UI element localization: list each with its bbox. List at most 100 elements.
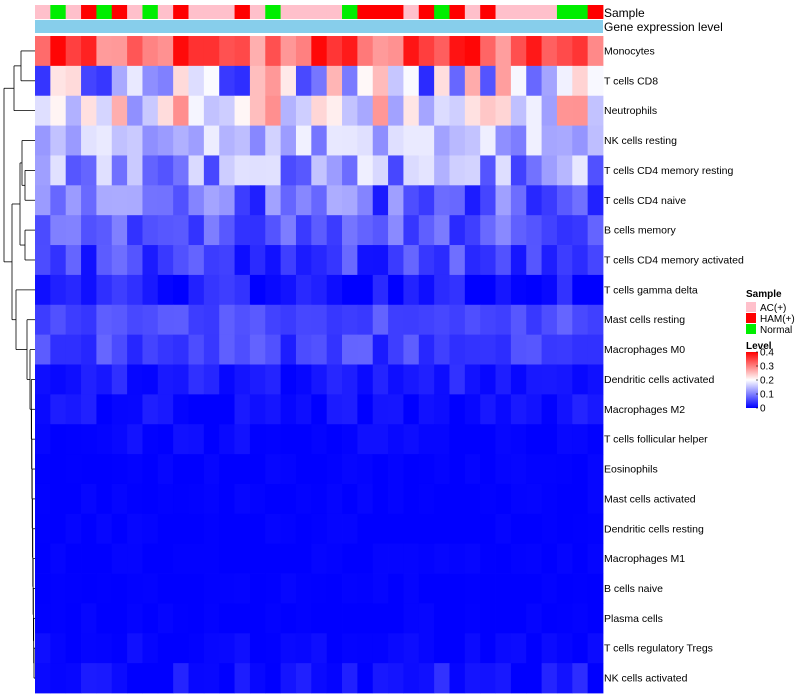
heatmap-cell (188, 663, 205, 694)
heatmap-cell (265, 364, 282, 395)
heatmap-cell (311, 185, 328, 216)
heatmap-cell (219, 125, 235, 156)
heatmap-cell (173, 394, 189, 425)
sample-annotation-cell (526, 5, 542, 19)
heatmap-cell (96, 304, 113, 336)
heatmap-cell (142, 573, 159, 604)
heatmap-cell (234, 274, 251, 306)
heatmap-cell (388, 513, 404, 545)
heatmap-cell (157, 334, 174, 365)
gene-annotation-label: Gene expression level (604, 20, 723, 34)
heatmap-cell (495, 543, 512, 574)
heatmap-cell (203, 573, 220, 604)
heatmap-cell (449, 125, 466, 156)
sample-annotation-cell (249, 5, 266, 19)
heatmap-cell (81, 215, 97, 246)
heatmap-cells (35, 36, 604, 694)
heatmap-cell (127, 245, 143, 276)
heatmap-cell (234, 245, 251, 276)
heatmap-cell (480, 483, 496, 515)
heatmap-cell (81, 334, 97, 365)
heatmap-cell (403, 543, 420, 574)
heatmap-cell (418, 364, 435, 395)
heatmap-cell (50, 334, 67, 365)
heatmap-cell (572, 245, 589, 276)
heatmap-cell (142, 334, 159, 365)
heatmap-cell (464, 543, 481, 574)
heatmap-cell (81, 454, 97, 485)
heatmap-cell (434, 573, 450, 604)
heatmap-cell (510, 513, 527, 545)
heatmap-cell (418, 36, 435, 67)
heatmap-cell (280, 65, 297, 97)
heatmap-cell (342, 663, 358, 694)
heatmap-cell (357, 65, 374, 97)
heatmap-cell (342, 155, 358, 186)
heatmap-cell (280, 543, 297, 574)
heatmap-cell (280, 483, 297, 515)
sample-annotation-cell (388, 5, 404, 19)
heatmap-cell (65, 95, 82, 126)
row-label: T cells regulatory Tregs (604, 643, 713, 655)
heatmap-cell (480, 334, 496, 365)
heatmap-cell (495, 573, 512, 604)
heatmap-cell (280, 155, 297, 186)
heatmap-cell (295, 274, 312, 306)
heatmap-cell (403, 513, 420, 545)
heatmap-cell (464, 633, 481, 664)
heatmap-cell (127, 633, 143, 664)
heatmap-cell (295, 155, 312, 186)
heatmap-cell (357, 125, 374, 156)
heatmap-cell (96, 633, 113, 664)
heatmap-cell (403, 633, 420, 664)
heatmap-cell (388, 185, 404, 216)
heatmap-cell (203, 125, 220, 156)
heatmap-cell (280, 573, 297, 604)
heatmap-cell (265, 663, 282, 694)
heatmap-cell (65, 454, 82, 485)
legend-level-tick-label: 0.4 (760, 348, 774, 359)
heatmap-cell (111, 663, 128, 694)
sample-annotation-cell (357, 5, 374, 19)
heatmap-cell (265, 245, 282, 276)
heatmap-cell (157, 215, 174, 246)
heatmap-cell (480, 36, 496, 67)
sample-annotation-cell (35, 5, 51, 19)
heatmap-cell (326, 155, 343, 186)
heatmap-cell (295, 454, 312, 485)
heatmap-cell (111, 573, 128, 604)
heatmap-cell (280, 215, 297, 246)
heatmap-cell (249, 543, 266, 574)
row-label: Plasma cells (604, 613, 663, 625)
heatmap-cell (249, 334, 266, 365)
heatmap-cell (434, 424, 450, 455)
heatmap-cell (342, 185, 358, 216)
heatmap-cell (234, 394, 251, 425)
heatmap-cell (464, 245, 481, 276)
heatmap-cell (311, 603, 328, 634)
heatmap-cell (157, 125, 174, 156)
heatmap-cell (127, 155, 143, 186)
heatmap-cell (449, 513, 466, 545)
heatmap-cell (96, 483, 113, 515)
heatmap-cell (526, 513, 542, 545)
heatmap-cell (418, 513, 435, 545)
heatmap-cell (449, 364, 466, 395)
sample-annotation-cell (418, 5, 435, 19)
heatmap-cell (249, 65, 266, 97)
sample-annotation-cell (342, 5, 358, 19)
heatmap-cell (464, 334, 481, 365)
sample-annotation-cell (510, 5, 527, 19)
heatmap-cell (203, 65, 220, 97)
heatmap-cell (295, 603, 312, 634)
heatmap-cell (495, 334, 512, 365)
heatmap-cell (111, 36, 128, 67)
heatmap-cell (142, 663, 159, 694)
heatmap-cell (510, 483, 527, 515)
heatmap-cell (326, 483, 343, 515)
heatmap-cell (357, 95, 374, 126)
heatmap-cell (203, 663, 220, 694)
heatmap-cell (480, 125, 496, 156)
heatmap-cell (372, 215, 389, 246)
heatmap-cell (203, 36, 220, 67)
